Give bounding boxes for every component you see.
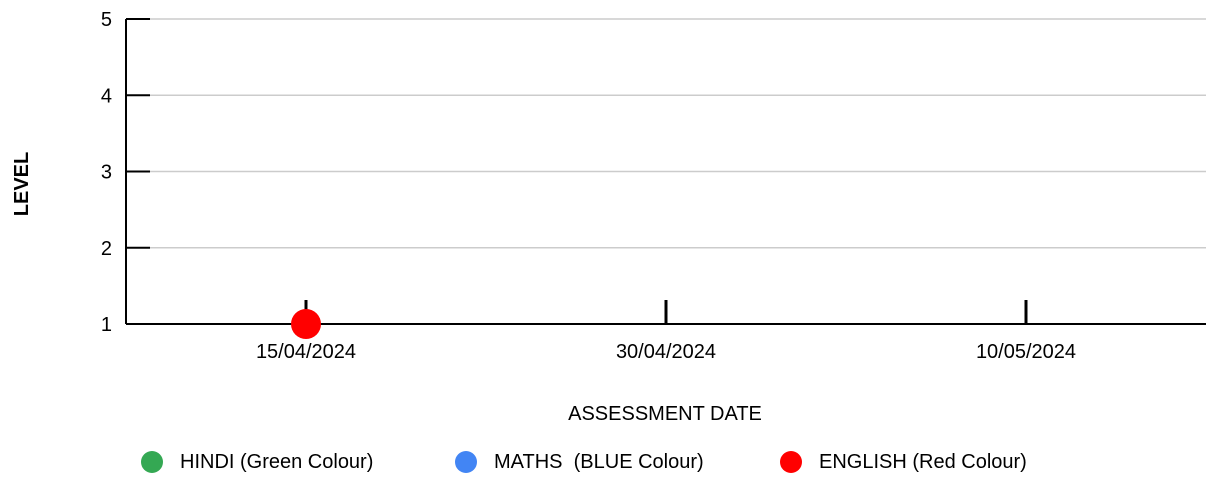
y-tick-label: 3 — [101, 162, 112, 184]
chart-area: 1 2 3 4 5 15/04/2024 30/04/2024 10/05/2024 LEV… — [11, 9, 1206, 425]
y-tick-label: 5 — [101, 9, 112, 31]
legend-label-maths: MATHS (BLUE Colour) — [494, 450, 704, 473]
data-points — [291, 309, 321, 339]
y-axis-ticks: 1 2 3 4 5 — [101, 9, 150, 336]
legend-green-dot-icon — [141, 451, 163, 473]
legend-item-maths: MATHS (BLUE Colour) — [455, 444, 704, 480]
legend-blue-dot-icon — [455, 451, 477, 473]
x-tick-label: 15/04/2024 — [256, 341, 356, 363]
data-point — [291, 309, 321, 339]
y-axis-title: LEVEL — [11, 152, 33, 216]
y-tick-label: 4 — [101, 85, 112, 107]
legend-item-hindi: HINDI (Green Colour) — [141, 444, 373, 480]
legend: HINDI (Green Colour) MATHS (BLUE Colour)… — [0, 444, 1206, 480]
x-tick-label: 30/04/2024 — [616, 341, 716, 363]
gridlines — [125, 18, 1206, 325]
y-tick-label: 2 — [101, 238, 112, 260]
legend-label-hindi: HINDI (Green Colour) — [180, 450, 374, 473]
x-tick-label: 10/05/2024 — [976, 341, 1076, 363]
legend-label-english: ENGLISH (Red Colour) — [819, 450, 1027, 473]
legend-red-dot-icon — [780, 451, 802, 473]
x-axis-ticks: 15/04/2024 30/04/2024 10/05/2024 — [256, 300, 1076, 363]
x-axis-title: ASSESSMENT DATE — [568, 403, 762, 425]
y-tick-label: 1 — [101, 314, 112, 336]
legend-item-english: ENGLISH (Red Colour) — [780, 444, 1027, 480]
